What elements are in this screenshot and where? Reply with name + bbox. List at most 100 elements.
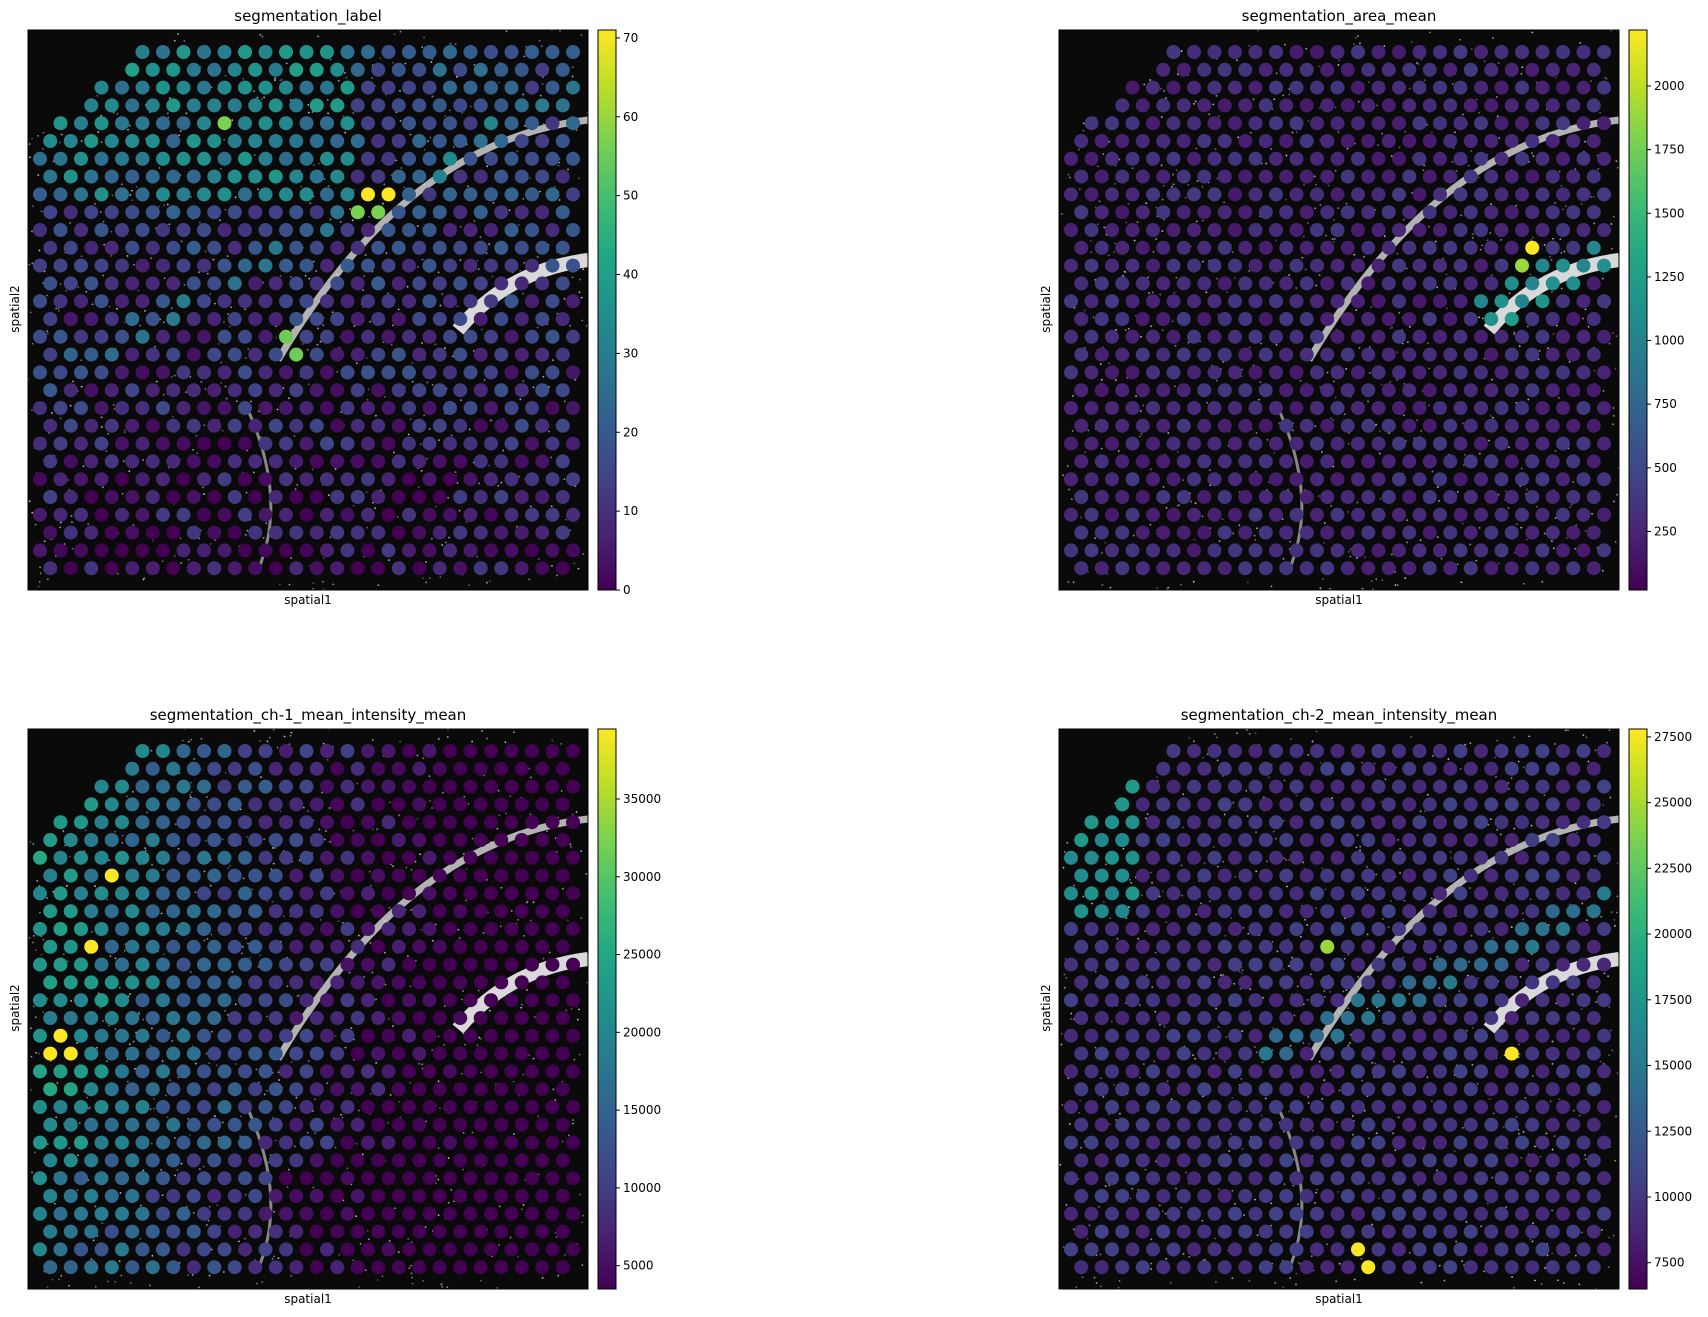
data-point (1413, 1136, 1427, 1150)
data-point (1126, 1207, 1140, 1221)
data-point (341, 1064, 355, 1078)
data-point (54, 365, 68, 379)
data-point (1556, 1064, 1570, 1078)
data-point (1556, 993, 1570, 1007)
data-point (1392, 1207, 1406, 1221)
data-point (1556, 365, 1570, 379)
data-point (1136, 490, 1150, 504)
colorbar-tick-label: 25000 (623, 948, 661, 962)
data-point (1423, 1189, 1437, 1203)
data-point (382, 543, 396, 557)
colorbar-tick-label: 20 (623, 425, 638, 439)
data-point (1484, 276, 1498, 290)
data-point (371, 419, 385, 433)
data-point (1115, 419, 1129, 433)
data-point (1423, 1260, 1437, 1274)
data-point (300, 187, 314, 201)
data-point (187, 348, 201, 362)
data-point (248, 241, 262, 255)
data-point (474, 1082, 488, 1096)
data-point (423, 45, 437, 59)
data-point (228, 975, 242, 989)
data-point (1413, 922, 1427, 936)
data-point (1525, 1189, 1539, 1203)
data-point (1259, 940, 1273, 954)
data-point (1259, 454, 1273, 468)
data-point (1085, 508, 1099, 522)
data-point (1505, 869, 1519, 883)
data-point (1331, 1029, 1345, 1043)
data-point (1423, 762, 1437, 776)
data-point (1474, 152, 1488, 166)
data-point (1484, 1189, 1498, 1203)
data-point (1331, 294, 1345, 308)
data-point (1577, 1100, 1591, 1114)
data-point (146, 1225, 160, 1239)
data-point (361, 1100, 375, 1114)
data-point (136, 259, 150, 273)
data-point (218, 437, 232, 451)
data-point (197, 45, 211, 59)
data-point (1597, 543, 1611, 557)
data-point (1238, 1260, 1252, 1274)
data-point (371, 940, 385, 954)
data-point (207, 454, 221, 468)
data-point (515, 833, 529, 847)
data-point (125, 63, 139, 77)
data-point (1515, 958, 1529, 972)
data-point (1105, 1136, 1119, 1150)
data-point (443, 1242, 457, 1256)
data-point (1536, 780, 1550, 794)
data-point (1495, 815, 1509, 829)
data-point (1279, 1260, 1293, 1274)
data-point (1351, 330, 1365, 344)
data-point (361, 81, 375, 95)
data-point (125, 833, 139, 847)
data-point (402, 1207, 416, 1221)
data-point (1566, 1189, 1580, 1203)
data-point (341, 780, 355, 794)
data-point (505, 993, 519, 1007)
data-point (1146, 993, 1160, 1007)
data-point (1074, 276, 1088, 290)
colorbar-tick-label: 20000 (623, 1025, 661, 1039)
data-point (1556, 780, 1570, 794)
data-point (95, 294, 109, 308)
data-point (156, 1100, 170, 1114)
data-point (1484, 869, 1498, 883)
data-point (402, 472, 416, 486)
data-point (556, 1047, 570, 1061)
data-point (433, 1082, 447, 1096)
data-point (1597, 116, 1611, 130)
data-point (1331, 958, 1345, 972)
data-point (1372, 1029, 1386, 1043)
data-point (453, 1118, 467, 1132)
data-point (1597, 259, 1611, 273)
data-point (433, 1260, 447, 1274)
data-point (1402, 1011, 1416, 1025)
data-point (197, 1171, 211, 1185)
data-point (289, 348, 303, 362)
data-point (392, 383, 406, 397)
data-point (115, 1171, 129, 1185)
data-point (1259, 1082, 1273, 1096)
data-point (1413, 508, 1427, 522)
data-point (166, 904, 180, 918)
data-point (1423, 1225, 1437, 1239)
data-point (433, 561, 447, 575)
data-point (300, 437, 314, 451)
data-point (1464, 134, 1478, 148)
data-point (1074, 1082, 1088, 1096)
data-point (84, 1260, 98, 1274)
data-point (1074, 526, 1088, 540)
data-point (1290, 1136, 1304, 1150)
data-point (136, 365, 150, 379)
data-point (1331, 993, 1345, 1007)
data-point (1269, 815, 1283, 829)
data-point (382, 1029, 396, 1043)
data-point (1249, 780, 1263, 794)
data-point (412, 1189, 426, 1203)
data-point (1197, 561, 1211, 575)
data-point (218, 152, 232, 166)
data-point (1208, 1171, 1222, 1185)
